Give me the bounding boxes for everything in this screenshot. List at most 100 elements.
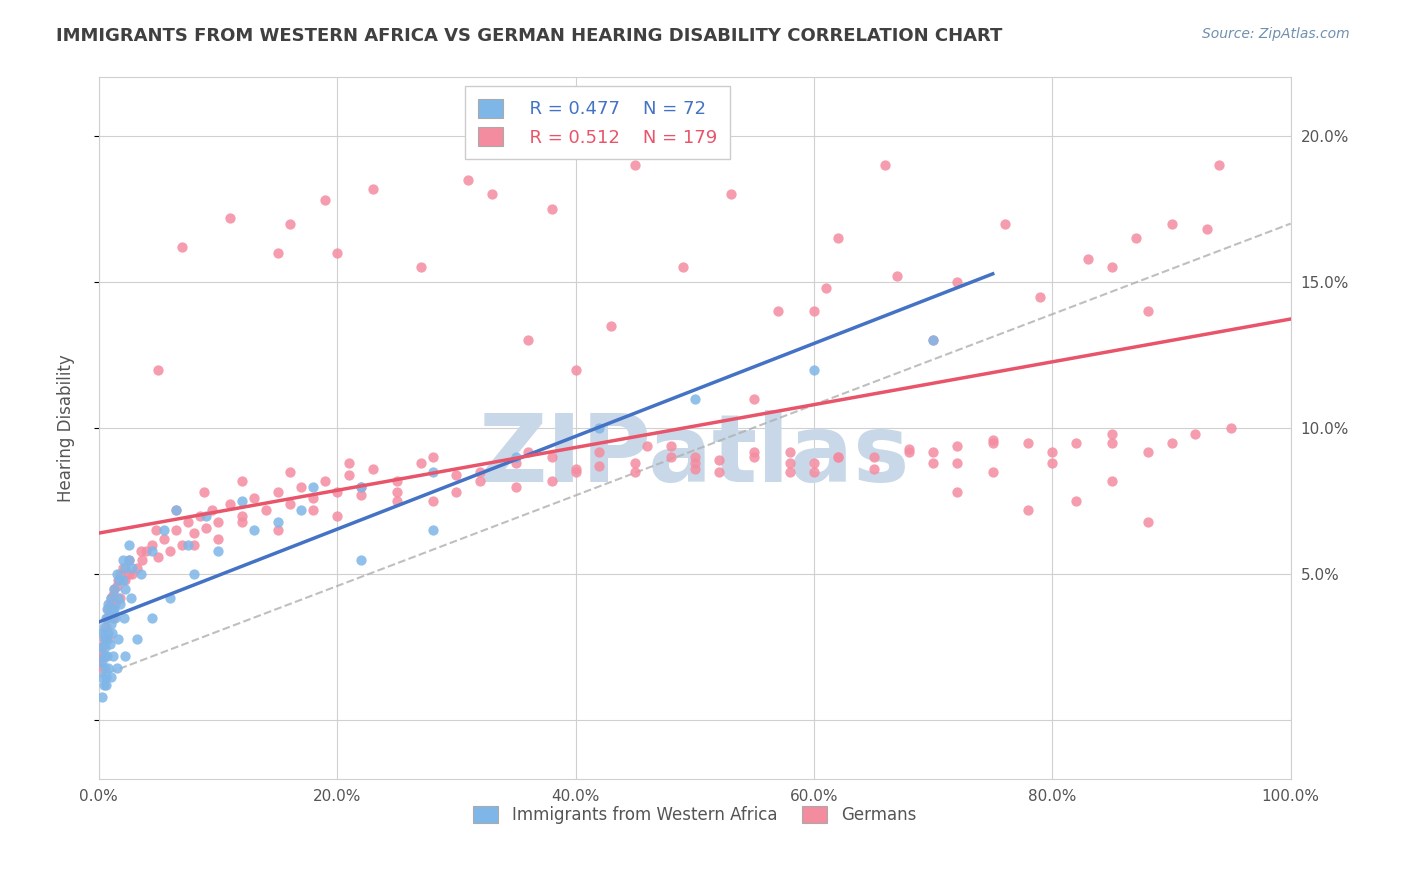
Point	[672, 260, 695, 275]
Point	[165, 503, 187, 517]
Point	[110, 591, 132, 605]
Point	[302, 480, 325, 494]
Point	[446, 485, 468, 500]
Point	[886, 269, 908, 284]
Point	[766, 304, 789, 318]
Point	[1136, 444, 1159, 458]
Point	[1040, 444, 1063, 458]
Point	[135, 544, 157, 558]
Point	[1101, 260, 1123, 275]
Point	[898, 442, 921, 456]
Point	[361, 462, 384, 476]
Point	[195, 508, 218, 523]
Text: Source: ZipAtlas.com: Source: ZipAtlas.com	[1202, 27, 1350, 41]
Point	[107, 632, 129, 646]
Point	[1077, 252, 1099, 266]
Point	[302, 503, 325, 517]
Point	[540, 202, 562, 216]
Point	[922, 334, 945, 348]
Point	[314, 193, 336, 207]
Point	[1101, 435, 1123, 450]
Point	[141, 538, 163, 552]
Point	[470, 474, 492, 488]
Point	[505, 480, 527, 494]
Point	[803, 362, 825, 376]
Point	[107, 591, 129, 605]
Point	[91, 690, 114, 704]
Point	[97, 597, 120, 611]
Point	[207, 515, 229, 529]
Point	[1160, 435, 1182, 450]
Point	[350, 480, 373, 494]
Point	[720, 187, 742, 202]
Point	[707, 465, 730, 479]
Point	[409, 260, 432, 275]
Point	[100, 670, 122, 684]
Point	[97, 661, 120, 675]
Point	[803, 304, 825, 318]
Point	[103, 582, 125, 596]
Point	[875, 158, 897, 172]
Point	[564, 362, 586, 376]
Point	[231, 494, 253, 508]
Point	[1018, 503, 1040, 517]
Point	[97, 602, 120, 616]
Point	[201, 503, 224, 517]
Point	[350, 480, 373, 494]
Point	[981, 465, 1004, 479]
Point	[1125, 231, 1147, 245]
Point	[922, 334, 945, 348]
Point	[422, 450, 444, 465]
Point	[101, 602, 124, 616]
Point	[946, 485, 969, 500]
Point	[103, 602, 125, 616]
Point	[922, 444, 945, 458]
Point	[862, 462, 884, 476]
Point	[114, 582, 136, 596]
Point	[290, 480, 312, 494]
Point	[101, 602, 124, 616]
Point	[337, 467, 360, 482]
Point	[266, 524, 288, 538]
Point	[94, 678, 117, 692]
Point	[457, 173, 479, 187]
Point	[91, 625, 114, 640]
Point	[105, 661, 128, 675]
Point	[101, 649, 124, 664]
Point	[94, 632, 117, 646]
Point	[94, 640, 117, 655]
Point	[97, 625, 120, 640]
Point	[94, 661, 117, 675]
Point	[148, 549, 170, 564]
Point	[94, 670, 117, 684]
Point	[93, 649, 115, 664]
Point	[1018, 435, 1040, 450]
Point	[1136, 515, 1159, 529]
Point	[827, 450, 849, 465]
Point	[588, 421, 610, 435]
Point	[89, 655, 111, 669]
Point	[446, 467, 468, 482]
Point	[231, 515, 253, 529]
Point	[981, 435, 1004, 450]
Point	[600, 318, 623, 333]
Point	[117, 552, 139, 566]
Point	[564, 462, 586, 476]
Point	[242, 491, 264, 506]
Point	[981, 433, 1004, 447]
Point	[683, 456, 706, 470]
Point	[101, 625, 124, 640]
Point	[898, 444, 921, 458]
Point	[97, 632, 120, 646]
Point	[101, 611, 124, 625]
Point	[145, 524, 167, 538]
Point	[105, 579, 128, 593]
Point	[219, 497, 242, 511]
Point	[636, 439, 658, 453]
Point	[193, 485, 215, 500]
Point	[107, 573, 129, 587]
Point	[114, 573, 136, 587]
Point	[96, 611, 118, 625]
Point	[148, 362, 170, 376]
Point	[385, 494, 408, 508]
